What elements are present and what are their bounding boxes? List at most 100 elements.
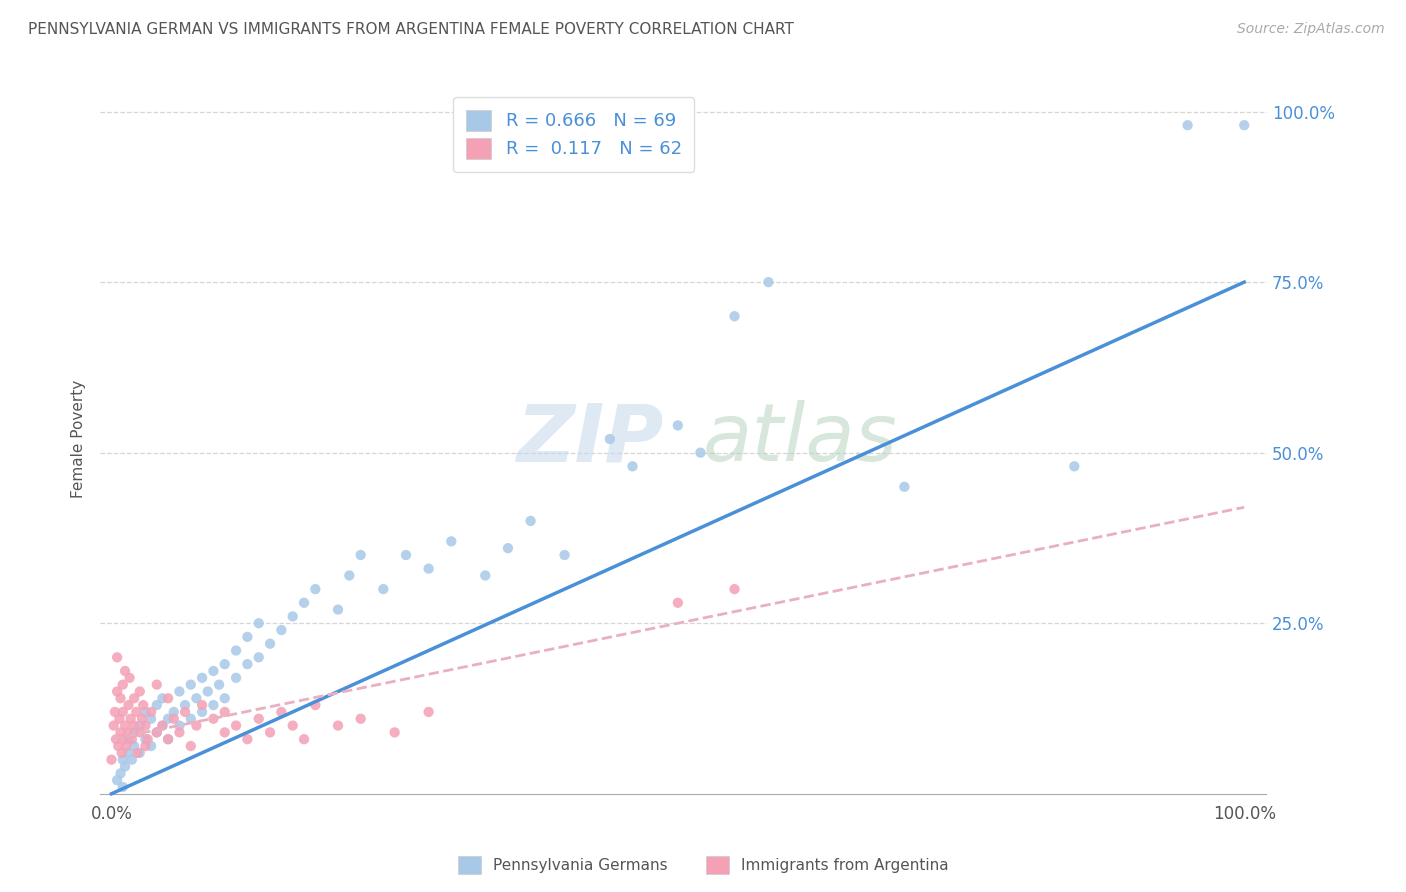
Point bbox=[236, 657, 259, 672]
Point bbox=[214, 725, 236, 739]
Point bbox=[134, 732, 156, 747]
Point bbox=[122, 718, 145, 732]
Point bbox=[519, 514, 541, 528]
Point bbox=[270, 705, 292, 719]
Point bbox=[110, 725, 132, 739]
Point bbox=[758, 275, 780, 289]
Point bbox=[186, 691, 208, 706]
Point bbox=[125, 705, 148, 719]
Point bbox=[350, 712, 373, 726]
Point bbox=[105, 773, 128, 788]
Point bbox=[121, 753, 143, 767]
Point bbox=[163, 712, 186, 726]
Point bbox=[236, 630, 259, 644]
Point bbox=[1233, 118, 1256, 132]
Point bbox=[111, 780, 134, 794]
Point bbox=[418, 562, 440, 576]
Point bbox=[326, 718, 349, 732]
Point bbox=[723, 310, 745, 324]
Point bbox=[134, 739, 156, 753]
Point bbox=[157, 732, 180, 747]
Point bbox=[152, 718, 174, 732]
Point bbox=[110, 691, 132, 706]
Point bbox=[157, 732, 180, 747]
Point bbox=[270, 623, 292, 637]
Point bbox=[145, 725, 167, 739]
Point bbox=[114, 759, 136, 773]
Text: ZIP: ZIP bbox=[516, 400, 664, 478]
Point bbox=[139, 712, 162, 726]
Point bbox=[214, 705, 236, 719]
Point bbox=[186, 718, 208, 732]
Point bbox=[373, 582, 395, 596]
Point bbox=[214, 691, 236, 706]
Point bbox=[128, 725, 150, 739]
Point bbox=[599, 432, 621, 446]
Point bbox=[105, 650, 128, 665]
Point bbox=[118, 671, 141, 685]
Point bbox=[152, 718, 174, 732]
Point bbox=[111, 705, 134, 719]
Point bbox=[114, 718, 136, 732]
Point bbox=[169, 725, 191, 739]
Point bbox=[108, 712, 131, 726]
Point bbox=[180, 739, 202, 753]
Point bbox=[169, 684, 191, 698]
Point bbox=[440, 534, 463, 549]
Point bbox=[104, 705, 127, 719]
Point bbox=[128, 684, 150, 698]
Point bbox=[723, 582, 745, 596]
Point bbox=[128, 718, 150, 732]
Point bbox=[259, 725, 281, 739]
Point bbox=[225, 718, 247, 732]
Point bbox=[127, 746, 149, 760]
Point bbox=[128, 746, 150, 760]
Point bbox=[337, 568, 360, 582]
Text: atlas: atlas bbox=[703, 400, 897, 478]
Point bbox=[689, 445, 711, 459]
Point bbox=[114, 664, 136, 678]
Point bbox=[202, 698, 225, 712]
Point bbox=[117, 725, 139, 739]
Point bbox=[110, 766, 132, 780]
Text: Source: ZipAtlas.com: Source: ZipAtlas.com bbox=[1237, 22, 1385, 37]
Point bbox=[180, 678, 202, 692]
Point bbox=[225, 643, 247, 657]
Y-axis label: Female Poverty: Female Poverty bbox=[72, 380, 86, 498]
Point bbox=[197, 684, 219, 698]
Point bbox=[350, 548, 373, 562]
Point bbox=[236, 732, 259, 747]
Point bbox=[281, 609, 304, 624]
Point bbox=[104, 732, 127, 747]
Point bbox=[105, 684, 128, 698]
Point bbox=[247, 712, 270, 726]
Point bbox=[384, 725, 406, 739]
Point bbox=[145, 725, 167, 739]
Point bbox=[157, 712, 180, 726]
Point bbox=[292, 732, 315, 747]
Point bbox=[304, 582, 326, 596]
Legend: Pennsylvania Germans, Immigrants from Argentina: Pennsylvania Germans, Immigrants from Ar… bbox=[451, 850, 955, 880]
Point bbox=[122, 691, 145, 706]
Point bbox=[225, 671, 247, 685]
Point bbox=[139, 739, 162, 753]
Point bbox=[117, 698, 139, 712]
Point bbox=[247, 616, 270, 631]
Point bbox=[208, 678, 231, 692]
Point bbox=[169, 718, 191, 732]
Point bbox=[180, 712, 202, 726]
Point bbox=[1063, 459, 1085, 474]
Point bbox=[117, 746, 139, 760]
Point bbox=[131, 712, 153, 726]
Point bbox=[103, 718, 125, 732]
Point bbox=[107, 739, 129, 753]
Point bbox=[163, 705, 186, 719]
Point bbox=[111, 678, 134, 692]
Point bbox=[893, 480, 915, 494]
Legend: R = 0.666   N = 69, R =  0.117   N = 62: R = 0.666 N = 69, R = 0.117 N = 62 bbox=[453, 97, 695, 171]
Point bbox=[152, 691, 174, 706]
Point bbox=[474, 568, 496, 582]
Point bbox=[418, 705, 440, 719]
Point bbox=[666, 596, 689, 610]
Point bbox=[247, 650, 270, 665]
